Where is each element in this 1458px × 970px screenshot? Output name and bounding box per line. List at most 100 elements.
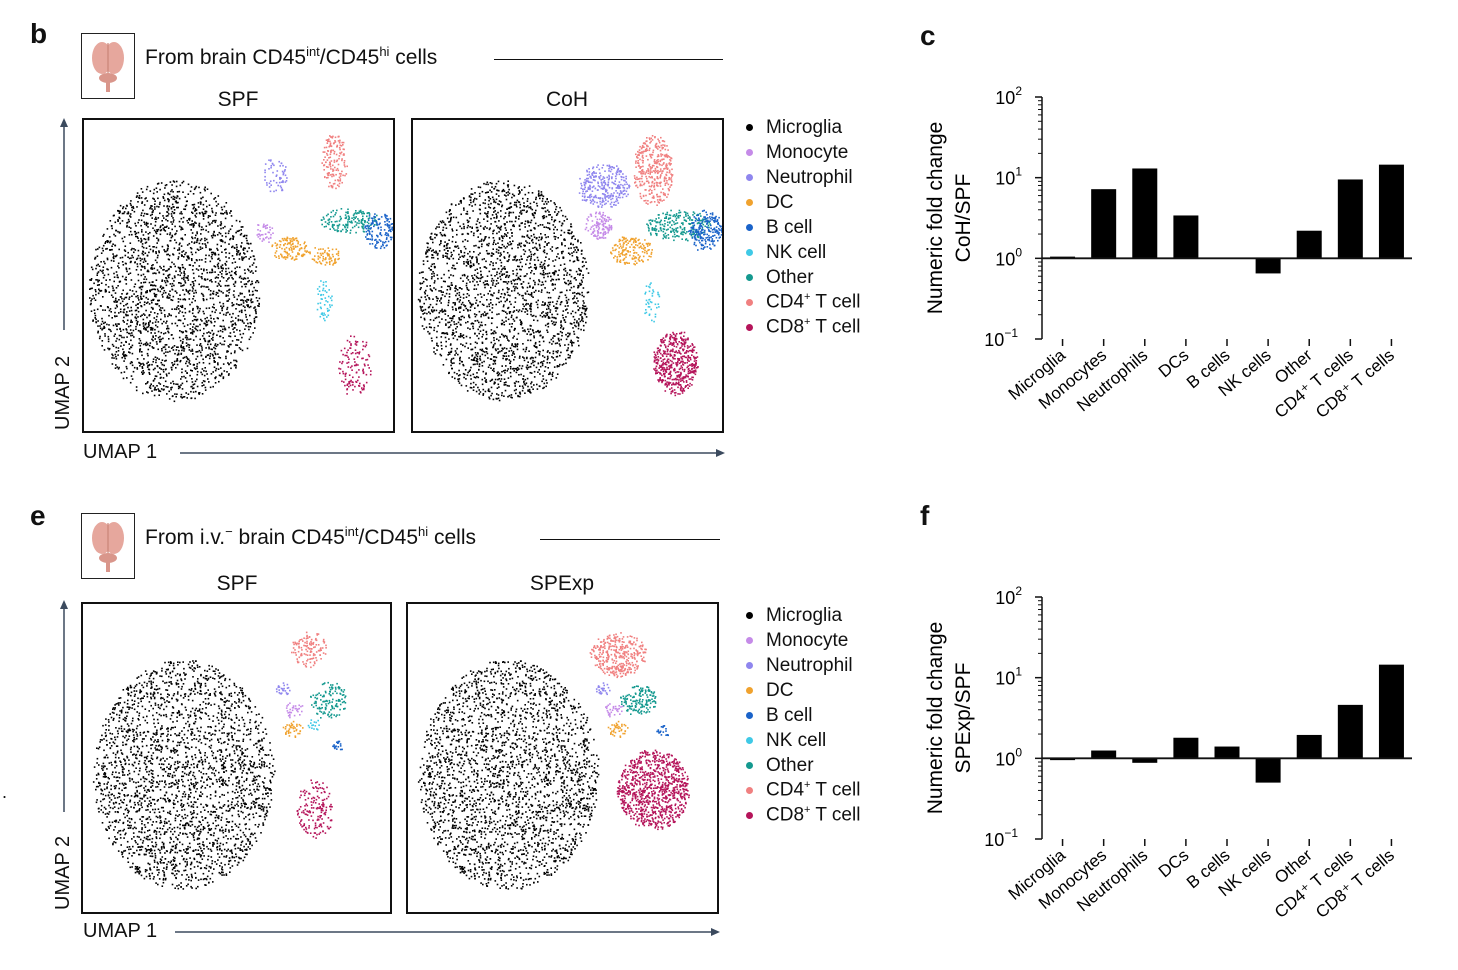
umap-e-y-label: UMAP 2 <box>52 835 74 910</box>
legend-marker <box>746 687 753 694</box>
legend-item: CD4+ T cell <box>742 290 860 315</box>
y-axis-title: Numeric fold change <box>924 622 947 815</box>
panel-letter-c: c <box>920 20 936 51</box>
legend-marker <box>746 787 753 794</box>
legend-item: Other <box>742 753 860 778</box>
legend-marker <box>746 662 753 669</box>
legend-marker <box>746 299 753 306</box>
legend-item: NK cell <box>742 240 860 265</box>
brain-icon <box>81 33 135 99</box>
bar <box>1132 168 1158 259</box>
bar <box>1091 750 1117 759</box>
legend-label: CD8+ T cell <box>766 316 861 338</box>
bar <box>1296 230 1322 259</box>
legend-label: Neutrophil <box>766 654 853 676</box>
legend-marker <box>746 199 753 206</box>
umap-b-coh <box>411 118 724 433</box>
legend-e: Microglia Monocyte Neutrophil DC B cell NK ce… <box>742 603 860 828</box>
bar <box>1337 179 1363 259</box>
panel-letter-e: e <box>30 500 46 531</box>
panel-b-header-rule <box>494 59 723 60</box>
umap-e-right-title: SPExp <box>529 572 595 595</box>
y-tick-label: 10−1 <box>984 326 1018 350</box>
bar <box>1378 664 1404 759</box>
umap-b-x-arrow <box>180 449 725 457</box>
legend-item: Microglia <box>742 603 860 628</box>
legend-label: B cell <box>766 216 813 238</box>
legend-item: CD8+ T cell <box>742 803 860 828</box>
umap-b-spf <box>82 118 395 433</box>
y-tick-label: 101 <box>995 665 1022 689</box>
legend-item: DC <box>742 190 860 215</box>
legend-label: Microglia <box>766 116 843 138</box>
legend-marker <box>746 737 753 744</box>
y-tick-label: 100 <box>995 245 1022 269</box>
legend-marker <box>746 149 753 156</box>
legend-label: B cell <box>766 704 813 726</box>
y-tick-label: 102 <box>995 584 1022 608</box>
y-tick-label: 100 <box>995 745 1022 769</box>
umap-e-x-arrow <box>175 928 720 936</box>
umap-e-spf <box>81 602 392 914</box>
bar-chart-c: 10210110010−1MicrogliaMonocytesNeutrophi… <box>924 84 1412 422</box>
legend-marker <box>746 174 753 181</box>
legend-marker <box>746 324 753 331</box>
bar <box>1296 734 1322 759</box>
umap-b-x-label: UMAP 1 <box>83 441 158 463</box>
panel-e-header-rule <box>540 539 720 540</box>
legend-item: Neutrophil <box>742 165 860 190</box>
legend-marker <box>746 249 753 256</box>
umap-e-left-title: SPF <box>216 572 258 595</box>
bar <box>1378 164 1404 259</box>
legend-item: DC <box>742 678 860 703</box>
stray-dot: . <box>2 782 8 802</box>
y-axis-title: SPExp/SPF <box>952 663 975 774</box>
legend-marker <box>746 712 753 719</box>
legend-label: CD8+ T cell <box>766 804 861 826</box>
y-tick-label: 102 <box>995 84 1022 108</box>
legend-marker <box>746 224 753 231</box>
legend-marker <box>746 612 753 619</box>
legend-item: CD8+ T cell <box>742 315 860 340</box>
bar <box>1132 758 1158 763</box>
legend-marker <box>746 762 753 769</box>
legend-b: Microglia Monocyte Neutrophil DC B cell NK ce… <box>742 115 860 340</box>
umap-points <box>417 632 690 890</box>
legend-item: B cell <box>742 703 860 728</box>
legend-item: Neutrophil <box>742 653 860 678</box>
legend-label: Microglia <box>766 604 843 626</box>
legend-item: Monocyte <box>742 628 860 653</box>
bar-chart-f: 10210110010−1MicrogliaMonocytesNeutrophi… <box>924 584 1412 922</box>
y-axis-title: CoH/SPF <box>952 174 975 263</box>
legend-item: NK cell <box>742 728 860 753</box>
bar <box>1255 758 1281 783</box>
umap-points <box>417 135 722 402</box>
umap-b-left-title: SPF <box>217 88 259 111</box>
legend-label: DC <box>766 191 794 213</box>
umap-points <box>89 135 393 403</box>
legend-item: Microglia <box>742 115 860 140</box>
panel-letter-f: f <box>920 500 930 531</box>
umap-e-y-arrow <box>60 600 68 812</box>
panel-b-header: From brain CD45int/CD45hi cells <box>145 44 438 69</box>
legend-label: CD4+ T cell <box>766 291 861 313</box>
legend-marker <box>746 124 753 131</box>
legend-label: Monocyte <box>766 141 849 163</box>
legend-item: B cell <box>742 215 860 240</box>
panel-letter-b: b <box>30 18 48 49</box>
legend-label: Neutrophil <box>766 166 853 188</box>
umap-e-spexp <box>406 602 719 914</box>
legend-label: NK cell <box>766 241 827 263</box>
y-tick-label: 10−1 <box>984 826 1018 850</box>
bar <box>1214 746 1240 759</box>
bar <box>1255 258 1281 274</box>
legend-marker <box>746 637 753 644</box>
brain-icon <box>81 513 135 579</box>
legend-label: NK cell <box>766 729 827 751</box>
bar <box>1091 189 1117 259</box>
legend-marker <box>746 812 753 819</box>
umap-b-right-title: CoH <box>545 88 588 111</box>
legend-label: DC <box>766 679 794 701</box>
legend-label: Other <box>766 754 814 776</box>
bar <box>1173 737 1199 759</box>
